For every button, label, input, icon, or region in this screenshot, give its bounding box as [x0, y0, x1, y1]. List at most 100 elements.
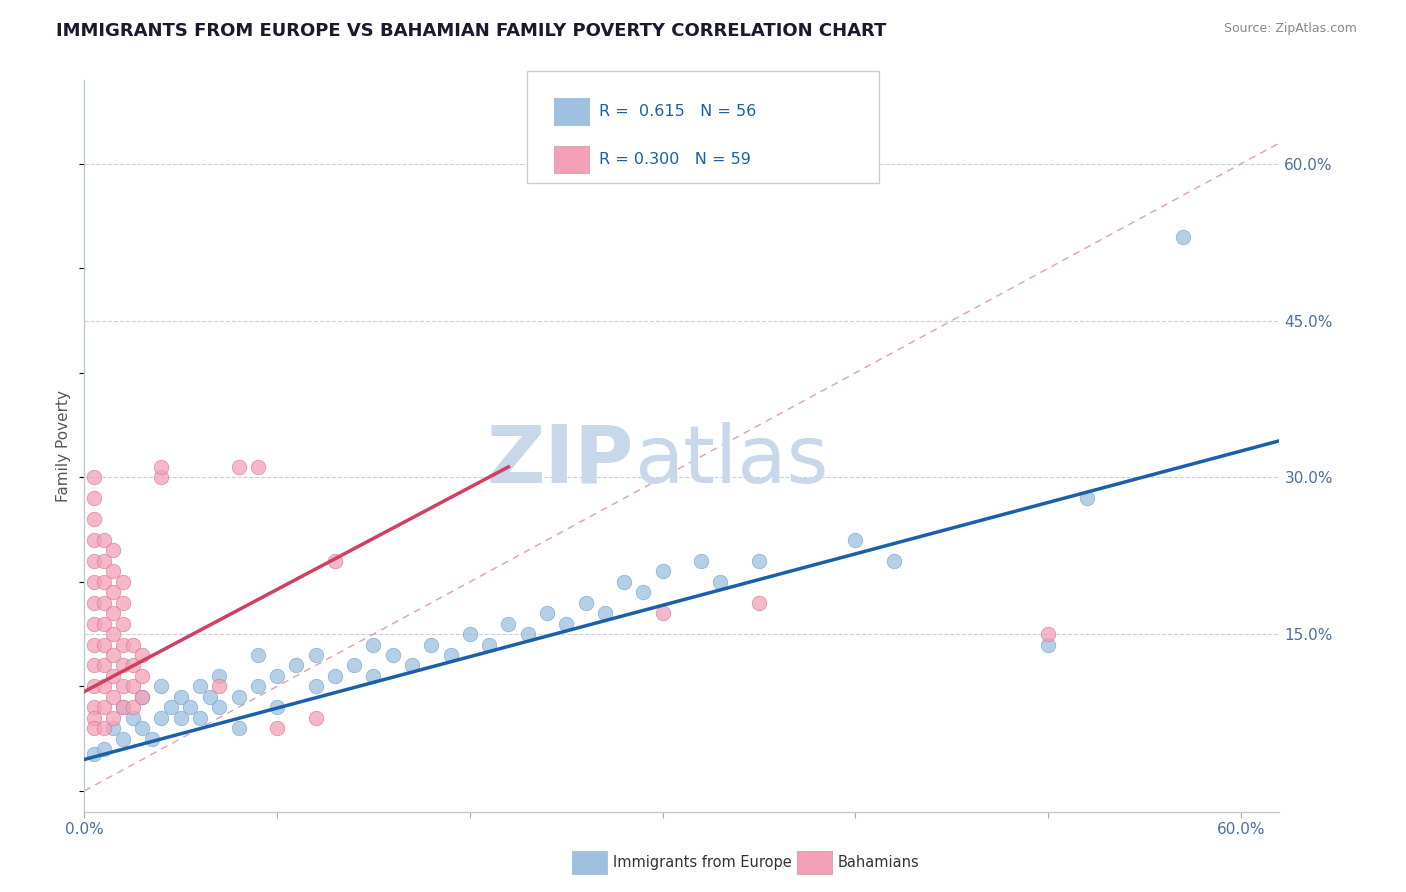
- Point: [305, 648, 328, 662]
- Point: [574, 596, 596, 610]
- Point: [131, 721, 153, 735]
- Point: [83, 470, 105, 484]
- Point: [103, 585, 125, 599]
- Point: [83, 533, 105, 547]
- Point: [228, 690, 250, 704]
- Point: [131, 648, 153, 662]
- Point: [103, 627, 125, 641]
- Point: [93, 554, 115, 568]
- Point: [103, 648, 125, 662]
- Point: [498, 616, 520, 631]
- Point: [103, 711, 125, 725]
- Point: [266, 669, 288, 683]
- Point: [103, 669, 125, 683]
- Point: [246, 648, 269, 662]
- Point: [208, 700, 231, 714]
- Point: [150, 470, 173, 484]
- Point: [883, 554, 905, 568]
- Point: [83, 711, 105, 725]
- Point: [246, 679, 269, 693]
- Y-axis label: Family Poverty: Family Poverty: [56, 390, 72, 502]
- Point: [141, 731, 163, 746]
- Point: [285, 658, 308, 673]
- Point: [83, 638, 105, 652]
- Point: [363, 638, 385, 652]
- Point: [111, 679, 134, 693]
- Point: [516, 627, 538, 641]
- Point: [103, 721, 125, 735]
- Point: [690, 554, 713, 568]
- Point: [343, 658, 366, 673]
- Point: [121, 638, 143, 652]
- Point: [93, 533, 115, 547]
- Point: [93, 616, 115, 631]
- Point: [83, 554, 105, 568]
- Point: [228, 721, 250, 735]
- Text: Bahamians: Bahamians: [838, 855, 920, 870]
- Point: [228, 459, 250, 474]
- Point: [131, 669, 153, 683]
- Point: [83, 679, 105, 693]
- Point: [93, 721, 115, 735]
- Point: [593, 606, 616, 620]
- Point: [111, 700, 134, 714]
- Point: [266, 721, 288, 735]
- Point: [93, 700, 115, 714]
- Point: [121, 679, 143, 693]
- Point: [111, 731, 134, 746]
- Point: [150, 459, 173, 474]
- Point: [131, 690, 153, 704]
- Point: [103, 606, 125, 620]
- Point: [748, 596, 770, 610]
- Point: [208, 679, 231, 693]
- Point: [323, 554, 346, 568]
- Point: [748, 554, 770, 568]
- Text: ZIP: ZIP: [486, 422, 634, 500]
- Point: [131, 690, 153, 704]
- Point: [613, 574, 636, 589]
- Point: [478, 638, 501, 652]
- Point: [305, 679, 328, 693]
- Point: [401, 658, 423, 673]
- Point: [121, 711, 143, 725]
- Point: [709, 574, 731, 589]
- Point: [111, 700, 134, 714]
- Point: [844, 533, 866, 547]
- Point: [266, 700, 288, 714]
- Point: [208, 669, 231, 683]
- Point: [93, 742, 115, 756]
- Point: [83, 616, 105, 631]
- Point: [170, 690, 193, 704]
- Point: [160, 700, 183, 714]
- Point: [651, 565, 673, 579]
- Point: [1076, 491, 1098, 506]
- Point: [111, 596, 134, 610]
- Point: [246, 459, 269, 474]
- Point: [93, 638, 115, 652]
- Point: [633, 585, 655, 599]
- Point: [188, 711, 211, 725]
- Text: Immigrants from Europe: Immigrants from Europe: [613, 855, 792, 870]
- Point: [651, 606, 673, 620]
- Text: atlas: atlas: [634, 422, 828, 500]
- Point: [93, 658, 115, 673]
- Point: [420, 638, 443, 652]
- Point: [121, 700, 143, 714]
- Point: [381, 648, 404, 662]
- Point: [103, 543, 125, 558]
- Point: [363, 669, 385, 683]
- Point: [83, 512, 105, 526]
- Point: [83, 747, 105, 762]
- Point: [93, 574, 115, 589]
- Point: [103, 690, 125, 704]
- Point: [1036, 627, 1059, 641]
- Point: [1171, 230, 1194, 244]
- Text: R = 0.300   N = 59: R = 0.300 N = 59: [599, 152, 751, 167]
- Point: [150, 679, 173, 693]
- Point: [93, 679, 115, 693]
- Text: IMMIGRANTS FROM EUROPE VS BAHAMIAN FAMILY POVERTY CORRELATION CHART: IMMIGRANTS FROM EUROPE VS BAHAMIAN FAMIL…: [56, 22, 887, 40]
- Point: [103, 565, 125, 579]
- Point: [150, 711, 173, 725]
- Text: Source: ZipAtlas.com: Source: ZipAtlas.com: [1223, 22, 1357, 36]
- Point: [1036, 638, 1059, 652]
